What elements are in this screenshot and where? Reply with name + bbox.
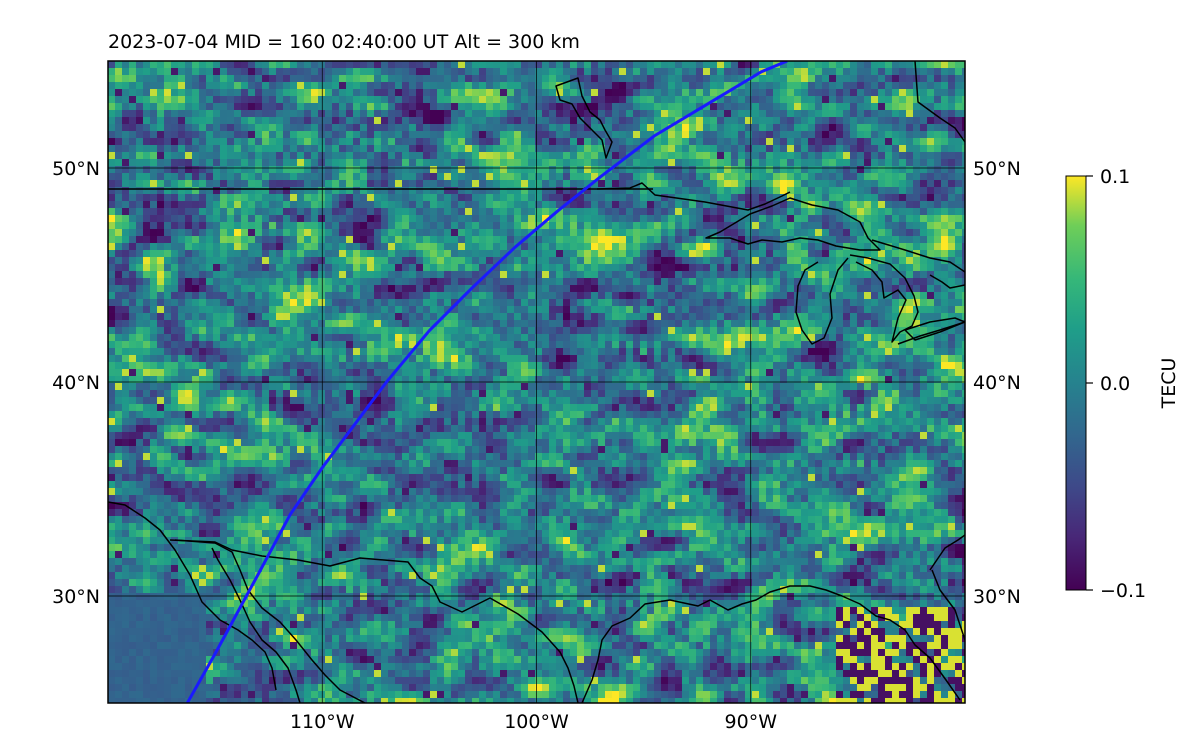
satellite-track-line	[185, 61, 788, 703]
lake-winnipeg	[555, 77, 613, 159]
minnesota-northern-border	[596, 182, 791, 211]
latitude-label-left: 40°N	[52, 372, 100, 394]
gulf-of-california	[174, 539, 366, 703]
latitude-label-right: 40°N	[973, 372, 1021, 394]
us-mexico-border	[169, 539, 579, 703]
ontario-south	[929, 274, 965, 289]
longitude-label: 100°W	[504, 711, 569, 733]
latitude-label-right: 50°N	[973, 158, 1021, 180]
mexico-pacific-coast	[108, 501, 277, 691]
colorbar-tick-label: 0.0	[1100, 373, 1130, 395]
colorbar-ticks: 0.1 0.0 −0.1	[1086, 166, 1146, 602]
lake-huron	[849, 254, 919, 343]
colorbar-tick-label: 0.1	[1100, 166, 1130, 188]
colorbar-label: TECU	[1158, 358, 1180, 410]
lake-michigan	[795, 257, 849, 345]
lake-erie	[897, 321, 965, 345]
florida-west-coast	[929, 534, 965, 571]
coastlines-and-borders	[108, 61, 965, 703]
gulf-coast	[581, 585, 961, 703]
colorbar-tick-label: −0.1	[1100, 580, 1146, 602]
longitude-tick-labels: 110°W 100°W 90°W	[290, 711, 777, 733]
latitude-label-left: 50°N	[52, 158, 100, 180]
longitude-label: 110°W	[290, 711, 355, 733]
longitude-label: 90°W	[725, 711, 778, 733]
hudson-bay-coast	[914, 61, 965, 143]
lake-ontario	[904, 317, 965, 341]
georgian-bay	[871, 239, 965, 273]
satellite-track	[185, 61, 788, 703]
baja-tip	[211, 547, 301, 703]
map-frame	[107, 60, 966, 704]
latitude-label-right: 30°N	[973, 586, 1021, 608]
latitude-label-left: 30°N	[52, 586, 100, 608]
tec-field	[108, 61, 965, 703]
colorbar-gradient	[1065, 175, 1087, 591]
figure-title: 2023-07-04 MID = 160 02:40:00 UT Alt = 3…	[108, 31, 580, 53]
latitude-tick-labels: 30°N 30°N 40°N 40°N 50°N 50°N	[52, 158, 1021, 608]
colorbar: 0.1 0.0 −0.1 TECU	[1065, 166, 1180, 602]
lake-superior	[705, 197, 881, 251]
atlantic-coast	[931, 569, 965, 641]
graticule	[108, 61, 965, 703]
map-panel: 110°W 100°W 90°W 30°N 30°N 40°N 40°N 50°N 50°N	[52, 60, 1021, 733]
